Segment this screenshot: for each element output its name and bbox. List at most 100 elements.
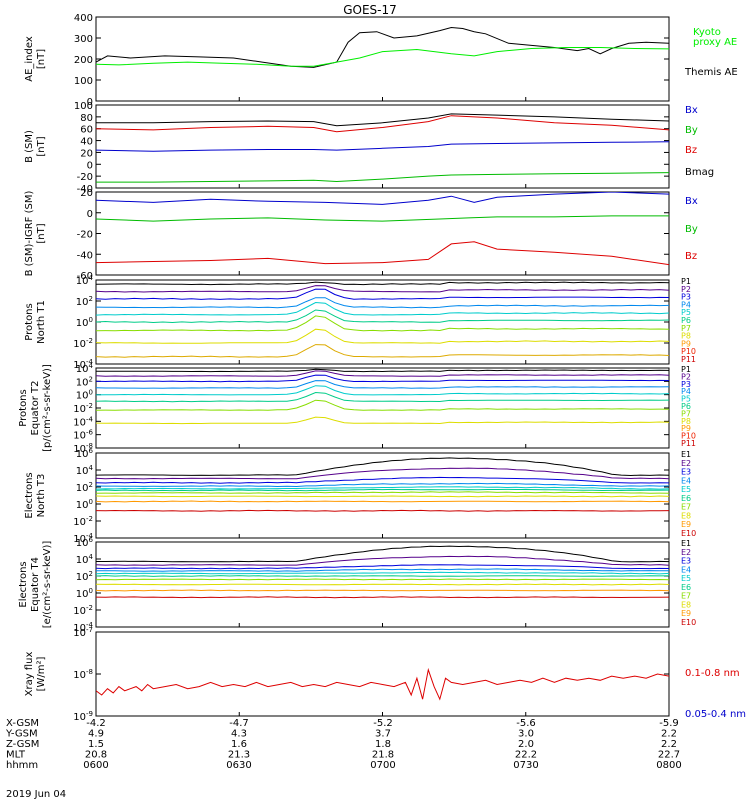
series-group <box>96 457 669 512</box>
series-group <box>96 281 669 358</box>
legend-item: E10 <box>681 618 696 627</box>
series-group <box>96 667 669 701</box>
y-axis-label: ElectronsNorth T3 <box>24 472 47 518</box>
legend-item: P11 <box>681 439 696 448</box>
series-line-e8 <box>96 583 669 586</box>
x-tick-label: 2.2 <box>661 729 677 740</box>
x-tick-label: -5.2 <box>373 718 393 729</box>
series-line-bz <box>96 115 669 133</box>
y-tick-label: 104 <box>76 553 94 566</box>
series-line-e9 <box>96 500 669 503</box>
legend-item: P6 <box>681 316 691 325</box>
y-tick-label: 10-4 <box>73 621 93 634</box>
series-line-p3 <box>96 374 669 383</box>
legend-item: E7 <box>681 592 691 601</box>
y-tick-label: 10-8 <box>73 442 93 455</box>
y-tick-label: 400 <box>74 13 93 24</box>
legend-item: P1 <box>681 277 691 286</box>
y-tick-label: 106 <box>76 447 94 460</box>
y-tick-label: 102 <box>76 375 93 388</box>
legend-item: By <box>685 224 698 235</box>
legend-item: E4 <box>681 565 691 574</box>
legend-item: P2 <box>681 372 691 381</box>
series-line-e8 <box>96 495 669 498</box>
x-tick-label: 3.7 <box>375 729 391 740</box>
y-tick-label: 100 <box>74 101 93 112</box>
x-tick-label: 1.8 <box>375 739 391 750</box>
x-tick-label: 3.0 <box>518 729 534 740</box>
series-line-kyoto-proxy-ae <box>96 47 669 67</box>
x-axis-table: X-GSM -4.2 -4.7 -5.2 -5.6 -5.9 Y-GSM 4.9 4.3 3.7 3… <box>5 718 682 771</box>
y-axis-label: ProtonsNorth T1 <box>24 300 47 344</box>
series-line-by <box>96 172 669 183</box>
y-tick-label: -40 <box>77 184 93 195</box>
y-axis-label: ElectronsEquator T4[e/(cm²-s-sr-keV)] <box>18 541 53 629</box>
series-line-e1 <box>96 545 669 563</box>
x-tick-label: 0800 <box>656 760 681 771</box>
x-tick-label: 4.9 <box>88 729 104 740</box>
legend-item: E6 <box>681 494 691 503</box>
x-tick-label: -5.6 <box>516 718 536 729</box>
y-tick-label: 300 <box>74 34 93 45</box>
legend-item: E7 <box>681 503 691 512</box>
y-tick-label: 20 <box>80 148 93 159</box>
series-line-by <box>96 215 669 222</box>
y-tick-label: 60 <box>80 125 93 136</box>
panel-7: 10-4 10-2 100 102 104 106 ElectronsEquator T4[… <box>18 536 696 634</box>
series-line-themis-ae <box>96 26 669 68</box>
y-tick-label: 104 <box>76 274 94 287</box>
series-line-p9 <box>96 344 669 358</box>
series-line-e2 <box>96 467 669 480</box>
x-tick-label: -4.2 <box>86 718 106 729</box>
y-tick-label: 104 <box>76 362 94 375</box>
series-line-p7 <box>96 315 669 332</box>
legend-item: E6 <box>681 583 691 592</box>
y-axis-label: Xray flux[W/m²] <box>24 652 47 697</box>
series-group <box>96 26 669 68</box>
x-tick-label: 0700 <box>370 760 395 771</box>
legend-item: Bx <box>685 105 698 116</box>
y-tick-label: 10-8 <box>73 668 93 681</box>
x-tick-label: 0630 <box>226 760 251 771</box>
series-line-e5 <box>96 486 669 490</box>
y-tick-label: 102 <box>76 481 93 494</box>
x-tick-label: 22.7 <box>658 750 680 761</box>
legend: Bx By Bz Bmag <box>685 105 714 178</box>
y-tick-label: 100 <box>76 498 93 511</box>
legend-item: E9 <box>681 520 691 529</box>
legend-item: Themis AE <box>684 67 738 78</box>
legend-item: P2 <box>681 285 691 294</box>
legend-item: E4 <box>681 476 691 485</box>
legend-item: E5 <box>681 574 691 583</box>
legend-item: P7 <box>681 409 691 418</box>
x-tick-label: 1.5 <box>88 739 104 750</box>
y-tick-label: 10-4 <box>73 358 93 371</box>
legend-item: P8 <box>681 332 691 341</box>
legend-item: E8 <box>681 511 691 520</box>
panel-frame <box>95 104 670 189</box>
y-tick-label: -60 <box>77 271 93 282</box>
legend: Bx By Bz <box>685 196 698 262</box>
legend-item: E1 <box>681 450 691 459</box>
y-tick-label: 10-4 <box>73 532 93 545</box>
y-tick-label: 10-2 <box>73 515 93 528</box>
series-line-bx <box>96 192 669 205</box>
x-tick-label: 4.3 <box>231 729 247 740</box>
series-line-e3 <box>96 476 669 484</box>
legend-item: E5 <box>681 485 691 494</box>
legend-item: E3 <box>681 557 691 566</box>
legend-item: P6 <box>681 402 691 411</box>
series-line-bx <box>96 141 669 152</box>
legend-item: Kyoto <box>693 27 721 38</box>
series-line-e7 <box>96 578 669 581</box>
legend-item: Bz <box>685 251 697 262</box>
y-tick-label: 102 <box>76 570 93 583</box>
y-tick-label: -20 <box>77 230 93 241</box>
y-tick-label: 100 <box>74 76 93 87</box>
series-line-p2 <box>96 370 669 377</box>
series-line-e1 <box>96 457 669 477</box>
x-row-label: X-GSM <box>6 718 39 729</box>
